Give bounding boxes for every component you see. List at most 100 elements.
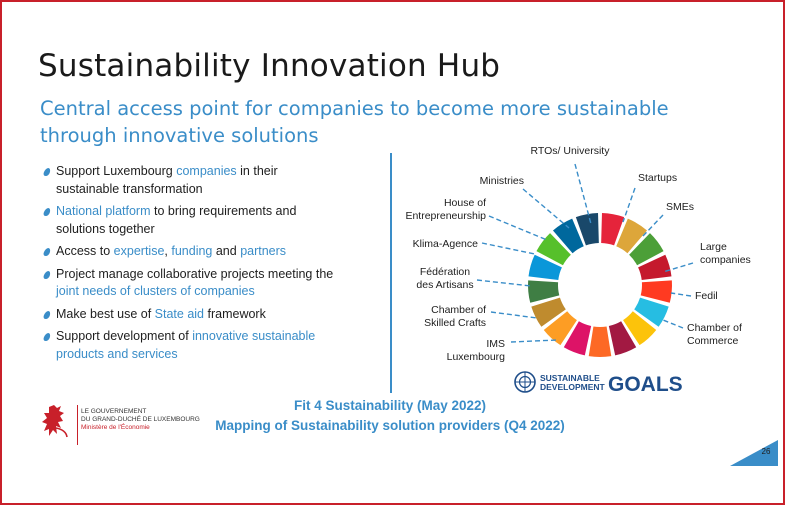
- bullet-highlight: funding: [171, 244, 213, 258]
- sdg-brand-line1: SUSTAINABLE: [540, 373, 600, 383]
- page-number: 26: [761, 447, 771, 456]
- bullet-item: Support development of innovative sustai…: [42, 328, 344, 363]
- sdg-segment: [616, 218, 648, 254]
- partner-label: Chamber of: [431, 304, 486, 316]
- sdg-brand-line2: DEVELOPMENT: [540, 382, 606, 392]
- sdg-segment: [528, 254, 562, 280]
- bullet-highlight: National platform: [56, 204, 151, 218]
- bullet-text: to bring requirements and solutions toge…: [56, 204, 297, 236]
- bullet-text: Support Luxembourg: [56, 164, 177, 178]
- partner-connector-lines: [476, 163, 694, 343]
- slide-subtitle: Central access point for companies to be…: [40, 97, 669, 147]
- bullet-item: Make best use of State aid framework: [42, 306, 344, 324]
- partner-label: IMS: [486, 338, 505, 350]
- partner-label: Luxembourg: [447, 351, 506, 363]
- government-separator: [77, 405, 78, 445]
- sdg-segment: [608, 321, 637, 356]
- partner-label: companies: [700, 254, 751, 266]
- footer-line2: Mapping of Sustainability solution provi…: [215, 418, 565, 433]
- partner-label: Commerce: [687, 335, 739, 347]
- bullet-text: Support development of: [56, 329, 193, 343]
- partner-label: Entrepreneurship: [405, 210, 486, 222]
- partner-connector: [481, 242, 536, 255]
- partner-label: House of: [444, 197, 486, 209]
- sdg-segment: [528, 280, 560, 303]
- footer-line1: Fit 4 Sustainability (May 2022): [293, 398, 487, 413]
- bullet-icon: [42, 208, 52, 216]
- partner-label: Klima-Agence: [413, 238, 479, 250]
- partner-label: des Artisans: [416, 279, 473, 291]
- sdg-segment: [623, 311, 657, 346]
- sdg-segment: [531, 297, 566, 327]
- sdg-segment: [563, 321, 592, 356]
- bullet-item: Project manage collaborative projects me…: [42, 266, 344, 301]
- bullet-highlight: innovative sustainable products and serv…: [56, 329, 316, 361]
- government-text: LE GOUVERNEMENT DU GRAND-DUCHÉ DE LUXEMB…: [81, 408, 200, 432]
- sdg-partner-diagram: RTOs/ University Startups SMEs Largecompani…: [405, 145, 750, 363]
- un-emblem-icon: [514, 371, 536, 393]
- bullet-text: Make best use of: [56, 306, 155, 321]
- partner-connector: [670, 292, 692, 297]
- partner-connector: [642, 214, 664, 237]
- bullet-highlight: partners: [240, 244, 287, 258]
- bullet-icon: [42, 168, 52, 176]
- sdg-goals-logo: SUSTAINABLE DEVELOPMENT GOALS: [514, 371, 683, 394]
- bullet-text: Access to: [56, 244, 114, 258]
- bullet-item: Access to expertise, funding and partner…: [42, 243, 344, 261]
- partner-connector: [574, 163, 592, 225]
- sdg-segment: [629, 233, 664, 266]
- government-ministry: Ministère de l'Économie: [81, 424, 150, 431]
- bullet-item: National platform to bring requirements …: [42, 203, 344, 238]
- slide-title: Sustainability Innovation Hub: [38, 48, 501, 84]
- sdg-segment: [634, 297, 669, 327]
- sdg-segment: [536, 233, 571, 266]
- partner-label: Ministries: [480, 175, 524, 187]
- sdg-wheel: [528, 213, 672, 357]
- luxembourg-lion-icon: [42, 405, 68, 438]
- bullet-icon: [42, 333, 52, 341]
- sdg-segment: [575, 213, 599, 246]
- bullet-icon: [42, 310, 52, 319]
- partner-connector: [522, 188, 570, 229]
- partner-connector: [476, 279, 532, 287]
- partner-label: RTOs/ University: [531, 145, 611, 157]
- bullet-text: framework: [204, 306, 266, 321]
- sdg-segment: [552, 218, 584, 254]
- bullet-text: and: [212, 244, 241, 258]
- sdg-segment: [601, 213, 625, 246]
- partner-label: Large: [700, 241, 727, 253]
- bullet-item: Support Luxembourg companies in their su…: [42, 163, 344, 198]
- page-number-tab: [730, 440, 778, 466]
- vertical-divider: [390, 153, 392, 393]
- bullet-highlight: companies: [176, 164, 237, 178]
- bullet-list: Support Luxembourg companies in their su…: [42, 163, 344, 368]
- partner-labels: RTOs/ University Startups SMEs Largecompani…: [405, 145, 750, 363]
- bullet-icon: [42, 248, 52, 256]
- sdg-segment: [588, 326, 612, 357]
- partner-label: Skilled Crafts: [424, 317, 486, 329]
- bullet-text: ,: [164, 244, 172, 258]
- government-line1: LE GOUVERNEMENT: [81, 408, 147, 415]
- government-line2: DU GRAND-DUCHÉ DE LUXEMBOURG: [81, 416, 200, 423]
- partner-label: Startups: [638, 172, 677, 184]
- bullet-highlight: expertise: [113, 244, 165, 258]
- partner-connector: [662, 262, 694, 273]
- sdg-segment: [638, 254, 672, 280]
- partner-connector: [510, 339, 558, 343]
- partner-label: SMEs: [666, 201, 694, 213]
- partner-connector: [488, 215, 548, 241]
- partner-connector: [490, 311, 538, 319]
- sdg-segment: [640, 280, 672, 303]
- bullet-icon: [42, 270, 52, 279]
- partner-label: Fedil: [695, 290, 718, 302]
- sdg-segment: [543, 311, 577, 346]
- partner-connector: [662, 319, 684, 329]
- partner-connector: [622, 187, 636, 223]
- partner-label: Chamber of: [687, 322, 742, 334]
- bullet-text: in their sustainable transformation: [56, 164, 278, 196]
- bullet-text: Project manage collaborative projects me…: [56, 266, 334, 281]
- bullet-highlight: State aid: [154, 306, 205, 321]
- bullet-highlight: joint needs of clusters of companies: [56, 284, 255, 298]
- partner-label: Fédération: [420, 266, 470, 278]
